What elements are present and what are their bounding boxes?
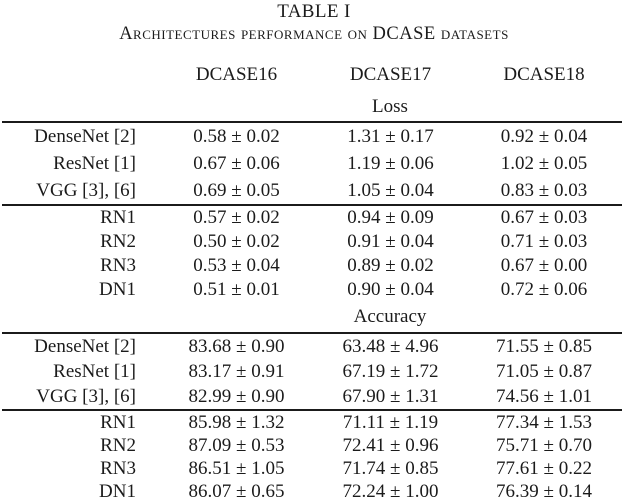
row-label: RN1 <box>100 411 136 433</box>
value-cell: 0.51 ± 0.01 <box>193 279 280 300</box>
value-cell: 0.94 ± 0.09 <box>347 207 434 228</box>
value-cell: 87.09 ± 0.53 <box>188 434 285 456</box>
section-title: Accuracy <box>158 302 622 334</box>
table-row: DenseNet [2] 0.58 ± 0.02 1.31 ± 0.17 0.92 ±… <box>2 122 622 150</box>
row-label: RN2 <box>100 434 136 456</box>
value-cell: 67.90 ± 1.31 <box>315 384 466 411</box>
value-cell: 74.56 ± 1.01 <box>466 384 622 411</box>
table-row: RN1 0.57 ± 0.02 0.94 ± 0.09 0.67 ± 0.03 <box>2 205 622 230</box>
column-header-dcase18: DCASE18 <box>503 64 585 85</box>
section-spacer <box>2 92 158 123</box>
row-label: DenseNet [2] <box>34 125 136 147</box>
value-cell: 72.24 ± 1.00 <box>342 480 439 502</box>
value-cell: 77.61 ± 0.22 <box>496 457 592 479</box>
table-body: Loss DenseNet [2] 0.58 ± 0.02 1.31 ± 0.17 0.… <box>2 92 622 503</box>
value-cell: 0.67 ± 0.00 <box>500 255 588 276</box>
results-table: DCASE16 DCASE17 DCASE18 Loss DenseNet [2]… <box>2 58 622 503</box>
value-cell: 1.05 ± 0.04 <box>315 177 466 206</box>
table-row: RN2 0.50 ± 0.02 0.91 ± 0.04 0.71 ± 0.03 <box>2 230 622 254</box>
value-cell: 77.34 ± 1.53 <box>496 411 592 433</box>
table-row: RN2 87.09 ± 0.53 72.41 ± 0.96 75.71 ± 0.70 <box>2 434 622 457</box>
value-cell: 1.31 ± 0.17 <box>347 125 434 147</box>
row-label: ResNet [1] <box>53 360 136 382</box>
header-spacer <box>2 58 158 92</box>
value-cell: 85.98 ± 1.32 <box>188 411 285 433</box>
section-header-row: Accuracy <box>2 302 622 334</box>
value-cell: 71.11 ± 1.19 <box>342 411 439 433</box>
row-label: DN1 <box>99 480 136 502</box>
table-number: TABLE I <box>277 1 351 22</box>
value-cell: 0.57 ± 0.02 <box>193 207 280 228</box>
table-row: RN3 86.51 ± 1.05 71.74 ± 0.85 77.61 ± 0.22 <box>2 457 622 480</box>
section-header-row: Loss <box>2 92 622 123</box>
value-cell: 63.48 ± 4.96 <box>342 335 439 357</box>
value-cell: 86.51 ± 1.05 <box>188 457 285 479</box>
value-cell: 0.58 ± 0.02 <box>193 125 280 147</box>
value-cell: 86.07 ± 0.65 <box>188 480 285 502</box>
value-cell: 83.68 ± 0.90 <box>188 335 285 357</box>
column-header-dcase16: DCASE16 <box>195 64 278 85</box>
table-row: RN1 85.98 ± 1.32 71.11 ± 1.19 77.34 ± 1.53 <box>2 410 622 434</box>
row-label: ResNet [1] <box>53 152 136 174</box>
value-cell: 71.74 ± 0.85 <box>342 457 439 479</box>
table-row: VGG [3], [6] 82.99 ± 0.90 67.90 ± 1.31 74.5… <box>2 384 622 411</box>
column-header-row: DCASE16 DCASE17 DCASE18 <box>2 58 622 92</box>
row-label: VGG [3], [6] <box>2 384 158 411</box>
value-cell: 0.69 ± 0.05 <box>158 177 315 206</box>
value-cell: 1.02 ± 0.05 <box>500 152 588 174</box>
value-cell: 0.50 ± 0.02 <box>193 231 280 252</box>
value-cell: 0.90 ± 0.04 <box>347 279 434 300</box>
table-row: ResNet [1] 0.67 ± 0.06 1.19 ± 0.06 1.02 ± 0… <box>2 150 622 177</box>
value-cell: 0.89 ± 0.02 <box>347 255 434 276</box>
column-header-dcase17: DCASE17 <box>349 64 432 85</box>
value-cell: 0.67 ± 0.03 <box>500 207 588 228</box>
row-label: RN3 <box>100 255 136 276</box>
table-row: ResNet [1] 83.17 ± 0.91 67.19 ± 1.72 71.05 … <box>2 359 622 384</box>
value-cell: 0.53 ± 0.04 <box>193 255 280 276</box>
row-label: RN1 <box>100 207 136 228</box>
row-label: VGG [3], [6] <box>2 177 158 206</box>
row-label: DenseNet [2] <box>34 335 136 357</box>
value-cell: 71.55 ± 0.85 <box>496 335 592 357</box>
value-cell: 75.71 ± 0.70 <box>496 434 592 456</box>
value-cell: 0.67 ± 0.06 <box>193 152 280 174</box>
value-cell: 0.83 ± 0.03 <box>466 177 622 206</box>
value-cell: 67.19 ± 1.72 <box>342 360 439 382</box>
table-row: VGG [3], [6] 0.69 ± 0.05 1.05 ± 0.04 0.83 ±… <box>2 177 622 206</box>
value-cell: 0.72 ± 0.06 <box>500 279 588 300</box>
value-cell: 0.71 ± 0.03 <box>500 231 588 252</box>
value-cell: 71.05 ± 0.87 <box>496 360 592 382</box>
section-spacer <box>2 302 158 334</box>
table-row: RN3 0.53 ± 0.04 0.89 ± 0.02 0.67 ± 0.00 <box>2 254 622 278</box>
table-caption: Architectures performance on DCASE datas… <box>119 24 509 44</box>
value-cell: 72.41 ± 0.96 <box>342 434 439 456</box>
table-row: DN1 86.07 ± 0.65 72.24 ± 1.00 76.39 ± 0.14 <box>2 480 622 503</box>
value-cell: 83.17 ± 0.91 <box>188 360 285 382</box>
table-row: DenseNet [2] 83.68 ± 0.90 63.48 ± 4.96 71.5… <box>2 333 622 359</box>
section-title: Loss <box>158 92 622 123</box>
value-cell: 1.19 ± 0.06 <box>347 152 434 174</box>
value-cell: 76.39 ± 0.14 <box>496 480 592 502</box>
row-label: RN2 <box>100 231 136 252</box>
row-label: RN3 <box>100 457 136 479</box>
value-cell: 0.91 ± 0.04 <box>347 231 434 252</box>
value-cell: 82.99 ± 0.90 <box>158 384 315 411</box>
table-row: DN1 0.51 ± 0.01 0.90 ± 0.04 0.72 ± 0.06 <box>2 278 622 302</box>
row-label: DN1 <box>99 279 136 300</box>
value-cell: 0.92 ± 0.04 <box>500 125 588 147</box>
